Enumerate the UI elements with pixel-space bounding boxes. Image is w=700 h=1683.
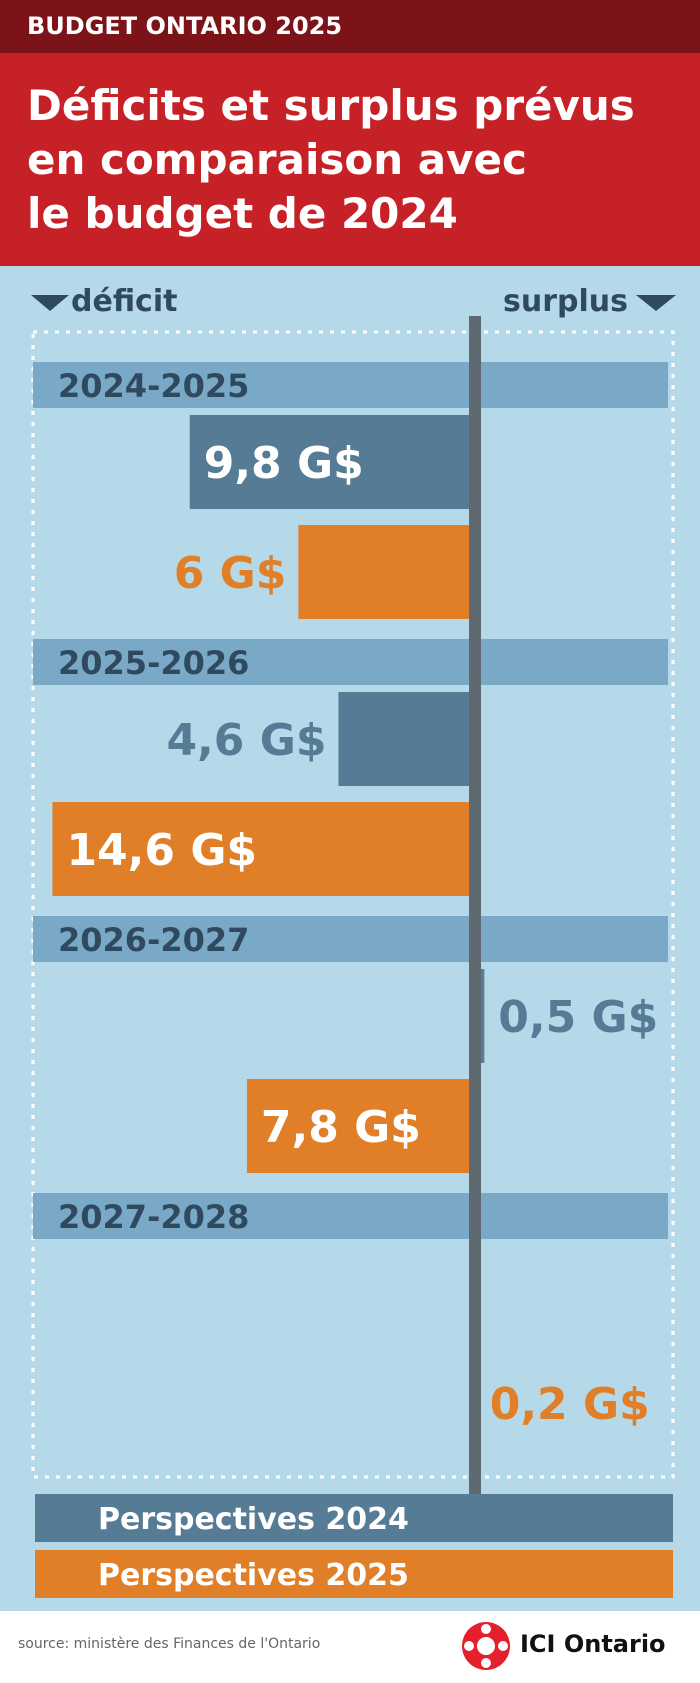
surplus-triangle-icon bbox=[636, 295, 676, 311]
category-band bbox=[33, 639, 668, 685]
category-label: 2024-2025 bbox=[58, 367, 249, 405]
category-band bbox=[33, 916, 668, 962]
title-line-1: Déficits et surplus prévus bbox=[27, 81, 635, 130]
data-label: 7,8 G$ bbox=[261, 1102, 421, 1153]
bar bbox=[189, 415, 470, 509]
page-title: Déficits et surplus prévus en comparaiso… bbox=[27, 79, 687, 241]
category-band bbox=[33, 1193, 668, 1239]
category-label: 2027-2028 bbox=[58, 1198, 249, 1236]
bar bbox=[52, 802, 470, 896]
chart-area: déficit surplus 2024-2025 9,8 G$ 6 G$ 2025-20… bbox=[0, 266, 700, 1611]
deficit-surplus-chart: déficit surplus 2024-2025 9,8 G$ 6 G$ 2025-20… bbox=[31, 284, 676, 1598]
title-box: Déficits et surplus prévus en comparaiso… bbox=[0, 53, 700, 266]
data-label: 4,6 G$ bbox=[166, 715, 326, 766]
data-label: 0,5 G$ bbox=[498, 992, 658, 1043]
brand: ICI Ontario bbox=[460, 1620, 690, 1670]
bar bbox=[298, 525, 470, 619]
category-band bbox=[33, 362, 668, 408]
deficit-label: déficit bbox=[71, 284, 177, 319]
legend-swatch bbox=[35, 1550, 673, 1598]
brand-name: ICI Ontario bbox=[520, 1630, 666, 1658]
data-label: 9,8 G$ bbox=[204, 438, 364, 489]
bar bbox=[338, 692, 470, 786]
title-line-3: le budget de 2024 bbox=[27, 189, 458, 238]
data-label: 6 G$ bbox=[174, 548, 287, 599]
data-label: 14,6 G$ bbox=[66, 825, 257, 876]
legend-label: Perspectives 2024 bbox=[98, 1502, 409, 1537]
source-note: source: ministère des Finances de l'Onta… bbox=[18, 1636, 321, 1652]
radio-canada-gem-icon bbox=[462, 1622, 510, 1670]
header-tag: BUDGET ONTARIO 2025 bbox=[0, 0, 700, 53]
deficit-triangle-icon bbox=[31, 295, 69, 311]
bar bbox=[246, 1079, 470, 1173]
category-label: 2026-2027 bbox=[58, 921, 249, 959]
surplus-label: surplus bbox=[503, 284, 628, 319]
legend-label: Perspectives 2025 bbox=[98, 1558, 409, 1593]
data-label: 0,2 G$ bbox=[490, 1379, 650, 1430]
chart-frame bbox=[31, 330, 675, 1479]
category-label: 2025-2026 bbox=[58, 644, 249, 682]
zero-axis-line bbox=[469, 316, 481, 1516]
footer bbox=[0, 1611, 700, 1683]
legend-swatch bbox=[35, 1494, 673, 1542]
title-line-2: en comparaison avec bbox=[27, 135, 527, 184]
